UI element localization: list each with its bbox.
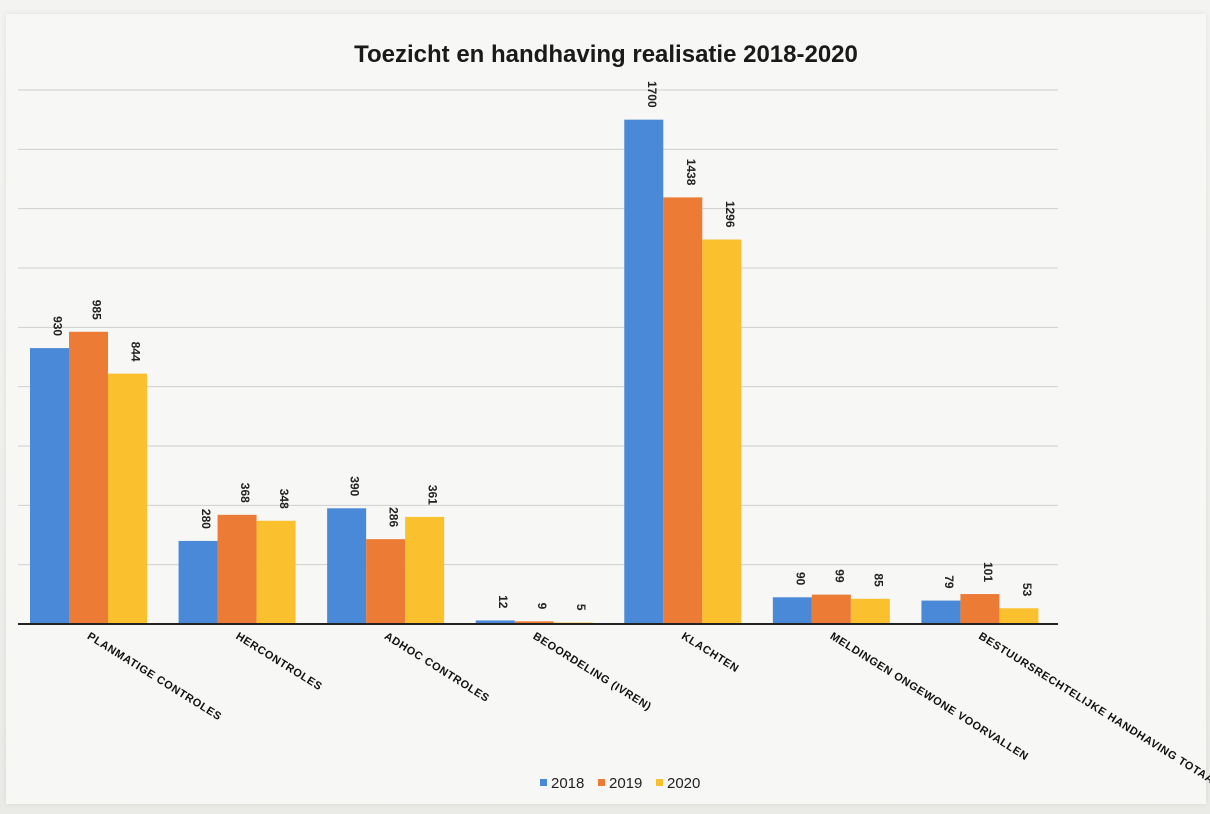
legend-swatch xyxy=(656,779,663,786)
bar-2018 xyxy=(624,119,664,625)
legend: 2018 2019 2020 xyxy=(540,775,700,792)
bar-2018 xyxy=(30,348,69,624)
bar-2020 xyxy=(405,516,445,624)
bar-2019 xyxy=(811,594,851,624)
bar-2020 xyxy=(702,239,742,624)
bar-2018 xyxy=(327,508,367,624)
bar-2018 xyxy=(178,540,218,624)
legend-swatch xyxy=(598,779,605,786)
bars xyxy=(30,119,1039,625)
category-labels: PLANMATIGE CONTROLES HERCONTROLES ADHOC CO… xyxy=(85,630,1210,790)
bar-2020 xyxy=(256,520,296,624)
bar-2018 xyxy=(921,600,961,624)
category-label: KLACHTEN xyxy=(679,630,741,675)
data-label: 390 xyxy=(348,476,362,496)
data-label: 5 xyxy=(574,604,588,611)
data-label: 1438 xyxy=(684,159,698,186)
data-label: 12 xyxy=(496,595,510,609)
bar-2020 xyxy=(999,608,1039,624)
category-label: BESTUURSRECHTELIJKE HANDHAVING TOTAAL xyxy=(976,630,1210,790)
data-label: 844 xyxy=(129,342,143,362)
data-label: 985 xyxy=(90,300,104,320)
bar-2018 xyxy=(475,620,515,624)
data-label: 368 xyxy=(238,483,252,503)
bar-2019 xyxy=(366,539,406,624)
bar-2019 xyxy=(663,197,703,625)
data-label: 286 xyxy=(387,507,401,527)
category-label: ADHOC CONTROLES xyxy=(382,630,491,705)
data-label: 9 xyxy=(535,603,549,610)
category-label: PLANMATIGE CONTROLES xyxy=(85,630,224,723)
category-label: BEOORDELING (IVREN) xyxy=(531,630,654,713)
chart-title: Toezicht en handhaving realisatie 2018-2… xyxy=(354,41,858,68)
legend-label: 2020 xyxy=(667,775,700,792)
bar-2018 xyxy=(772,597,812,624)
paper-background xyxy=(6,14,1206,804)
value-labels: 930 985 844 280 368 348 390 286 361 12 9 5 1700 1438 1… xyxy=(51,81,1034,611)
data-label: 930 xyxy=(51,316,65,336)
data-label: 1296 xyxy=(723,201,737,228)
data-label: 99 xyxy=(832,569,846,583)
bar-2020 xyxy=(850,598,890,624)
bar-2019 xyxy=(514,621,554,624)
legend-label: 2018 xyxy=(551,775,584,792)
data-label: 1700 xyxy=(645,81,659,108)
data-label: 85 xyxy=(871,573,885,587)
data-label: 90 xyxy=(793,572,807,586)
bar-2019 xyxy=(217,514,257,624)
legend-label: 2019 xyxy=(609,775,642,792)
gridlines xyxy=(18,89,1058,566)
data-label: 101 xyxy=(981,562,995,582)
data-label: 79 xyxy=(942,575,956,589)
data-label: 53 xyxy=(1020,583,1034,597)
data-label: 361 xyxy=(426,485,440,505)
legend-swatch xyxy=(540,779,547,786)
category-label: HERCONTROLES xyxy=(233,630,324,693)
bar-2020 xyxy=(108,373,147,624)
bar-2019 xyxy=(69,331,108,624)
data-label: 280 xyxy=(199,509,213,529)
data-label: 348 xyxy=(277,489,291,509)
bar-2019 xyxy=(960,594,1000,624)
